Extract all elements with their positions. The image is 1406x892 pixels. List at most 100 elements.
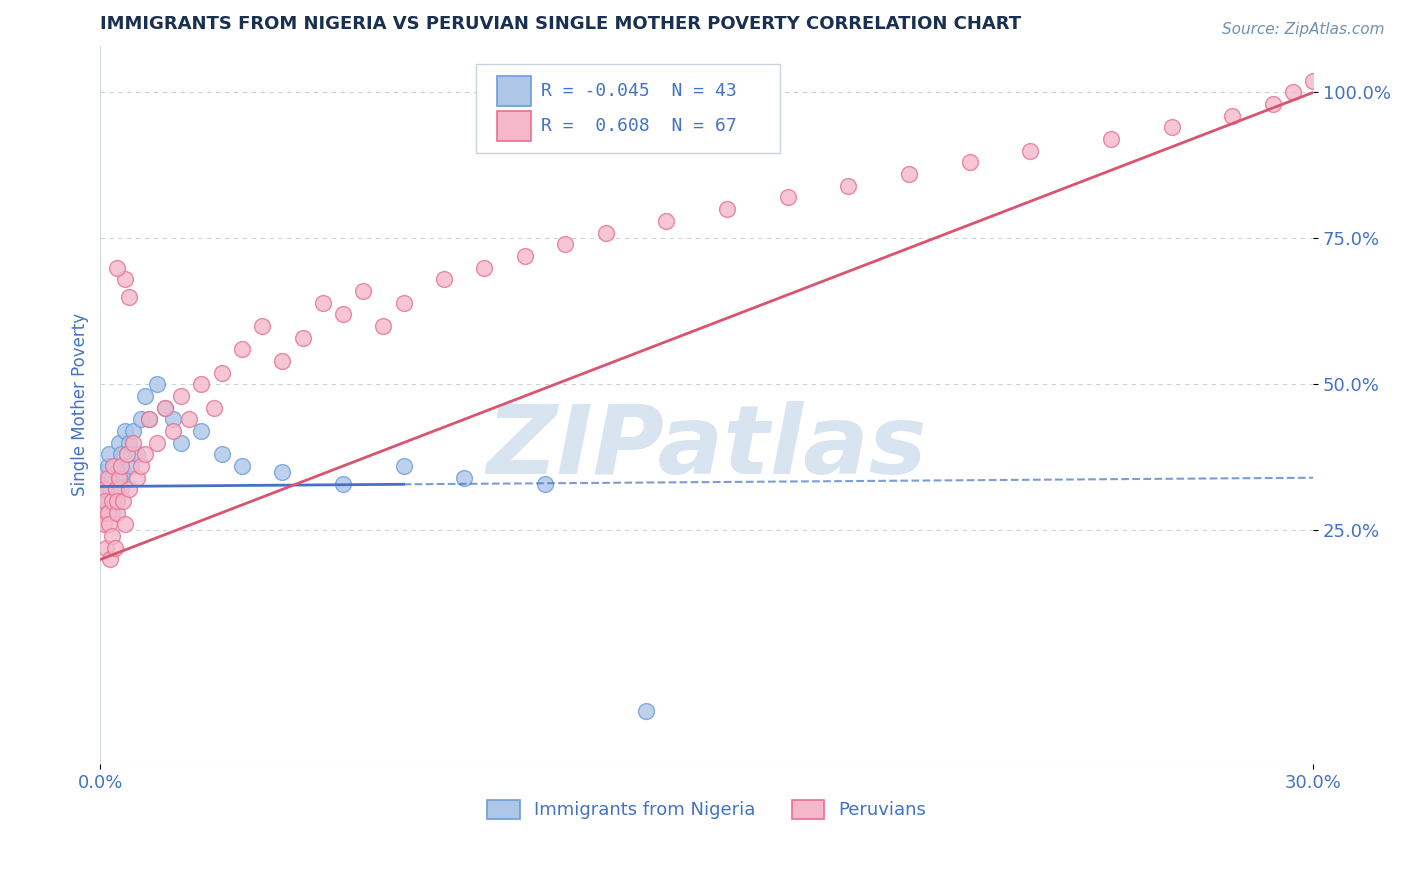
Point: [170, 435, 193, 450]
Point: [134, 447, 156, 461]
Point: [373, 318, 395, 333]
Point: [91, 483, 114, 497]
Point: [146, 377, 169, 392]
Point: [312, 295, 335, 310]
Point: [250, 318, 273, 333]
Point: [108, 471, 131, 485]
Point: [153, 401, 176, 415]
Point: [120, 458, 142, 473]
Point: [392, 458, 415, 473]
Point: [837, 178, 859, 193]
Point: [105, 494, 128, 508]
Point: [162, 424, 184, 438]
Point: [433, 272, 456, 286]
Point: [98, 517, 121, 532]
Point: [1343, 249, 1365, 263]
Point: [453, 471, 475, 485]
Point: [118, 483, 141, 497]
Point: [534, 476, 557, 491]
FancyBboxPatch shape: [477, 63, 779, 153]
Bar: [496, 111, 531, 141]
Point: [101, 471, 124, 485]
Point: [211, 447, 233, 461]
Point: [105, 465, 128, 479]
Point: [636, 704, 658, 718]
Text: ZIPatlas: ZIPatlas: [486, 401, 927, 494]
Point: [93, 494, 115, 508]
Point: [114, 517, 136, 532]
Point: [125, 447, 148, 461]
Point: [554, 237, 576, 252]
Point: [94, 465, 117, 479]
Point: [1302, 73, 1324, 87]
Point: [1160, 120, 1182, 135]
Point: [118, 435, 141, 450]
Point: [138, 412, 160, 426]
Point: [97, 471, 120, 485]
Point: [100, 494, 122, 508]
Point: [513, 249, 536, 263]
Point: [776, 190, 799, 204]
Point: [121, 435, 143, 450]
Point: [179, 412, 201, 426]
Point: [1282, 86, 1305, 100]
Point: [121, 424, 143, 438]
Point: [110, 483, 132, 497]
Text: IMMIGRANTS FROM NIGERIA VS PERUVIAN SINGLE MOTHER POVERTY CORRELATION CHART: IMMIGRANTS FROM NIGERIA VS PERUVIAN SING…: [100, 15, 1022, 33]
Legend: Immigrants from Nigeria, Peruvians: Immigrants from Nigeria, Peruvians: [479, 793, 934, 827]
Point: [107, 435, 129, 450]
Point: [211, 366, 233, 380]
Point: [138, 412, 160, 426]
Point: [897, 167, 920, 181]
Point: [110, 458, 132, 473]
Point: [959, 155, 981, 169]
Point: [190, 377, 212, 392]
Point: [96, 541, 118, 555]
Point: [114, 272, 136, 286]
Point: [91, 506, 114, 520]
Point: [111, 494, 134, 508]
Point: [129, 458, 152, 473]
Point: [1019, 144, 1042, 158]
Bar: [496, 76, 531, 106]
Point: [474, 260, 496, 275]
Point: [100, 483, 122, 497]
Point: [97, 458, 120, 473]
Point: [115, 447, 138, 461]
Point: [118, 290, 141, 304]
Point: [170, 389, 193, 403]
Point: [100, 552, 122, 566]
Point: [655, 214, 678, 228]
Point: [271, 354, 294, 368]
Point: [98, 447, 121, 461]
Point: [103, 494, 125, 508]
Point: [392, 295, 415, 310]
Point: [271, 465, 294, 479]
Point: [162, 412, 184, 426]
Point: [129, 412, 152, 426]
Point: [111, 465, 134, 479]
Point: [104, 483, 127, 497]
Point: [94, 494, 117, 508]
Point: [96, 476, 118, 491]
Point: [202, 401, 225, 415]
Point: [114, 424, 136, 438]
Point: [110, 447, 132, 461]
Point: [190, 424, 212, 438]
Text: Source: ZipAtlas.com: Source: ZipAtlas.com: [1222, 22, 1385, 37]
Point: [93, 506, 115, 520]
Point: [1099, 132, 1122, 146]
Point: [93, 517, 115, 532]
Y-axis label: Single Mother Poverty: Single Mother Poverty: [72, 313, 89, 496]
Point: [332, 476, 354, 491]
Point: [97, 506, 120, 520]
Point: [101, 529, 124, 543]
Point: [93, 483, 115, 497]
Point: [105, 494, 128, 508]
Point: [332, 307, 354, 321]
Point: [1322, 272, 1344, 286]
Point: [352, 284, 374, 298]
Point: [97, 494, 120, 508]
Point: [104, 483, 127, 497]
Point: [231, 343, 253, 357]
